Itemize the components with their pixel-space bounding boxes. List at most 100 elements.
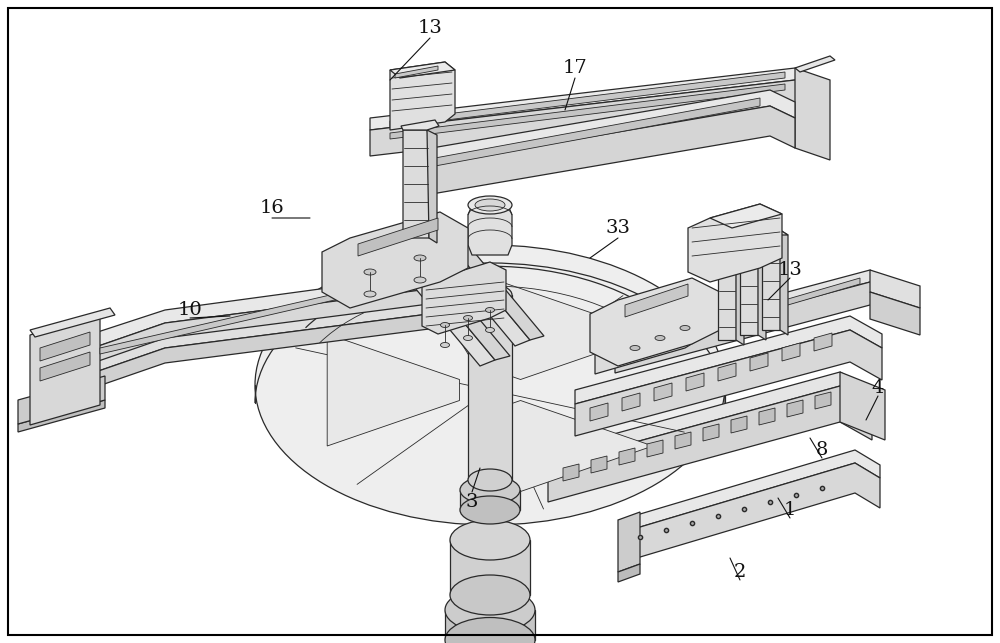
Polygon shape <box>795 68 830 160</box>
Polygon shape <box>718 240 736 340</box>
Polygon shape <box>563 464 579 481</box>
Polygon shape <box>710 204 782 228</box>
Polygon shape <box>420 90 795 166</box>
Polygon shape <box>762 230 780 330</box>
Polygon shape <box>762 230 788 235</box>
Polygon shape <box>575 330 882 436</box>
Polygon shape <box>625 284 688 317</box>
Polygon shape <box>718 363 736 381</box>
Polygon shape <box>736 240 744 345</box>
Text: 4: 4 <box>872 379 884 397</box>
Polygon shape <box>40 352 90 381</box>
Ellipse shape <box>475 199 505 211</box>
Ellipse shape <box>440 343 450 347</box>
Ellipse shape <box>468 196 512 214</box>
Polygon shape <box>619 448 635 465</box>
Polygon shape <box>703 424 719 441</box>
Ellipse shape <box>440 323 450 327</box>
Polygon shape <box>30 308 115 337</box>
Polygon shape <box>490 278 653 379</box>
Polygon shape <box>840 372 885 440</box>
Polygon shape <box>422 262 506 334</box>
Polygon shape <box>370 68 820 130</box>
Polygon shape <box>615 282 900 373</box>
Polygon shape <box>30 315 100 425</box>
Ellipse shape <box>255 245 725 525</box>
Ellipse shape <box>486 307 494 312</box>
Ellipse shape <box>464 316 473 320</box>
Ellipse shape <box>486 327 494 332</box>
Polygon shape <box>395 66 438 78</box>
Polygon shape <box>780 230 788 335</box>
Polygon shape <box>390 62 455 78</box>
Polygon shape <box>322 212 468 308</box>
Polygon shape <box>58 285 460 375</box>
Ellipse shape <box>605 356 615 361</box>
Polygon shape <box>615 270 900 350</box>
Polygon shape <box>390 62 455 130</box>
Ellipse shape <box>645 343 655 349</box>
Text: 17: 17 <box>563 59 587 77</box>
Polygon shape <box>18 376 105 424</box>
Ellipse shape <box>630 345 640 350</box>
Polygon shape <box>686 373 704 391</box>
Polygon shape <box>618 564 640 582</box>
Polygon shape <box>782 343 800 361</box>
Polygon shape <box>403 130 429 238</box>
Polygon shape <box>100 272 430 354</box>
Polygon shape <box>590 403 608 421</box>
Polygon shape <box>575 316 882 404</box>
Polygon shape <box>435 98 760 166</box>
Polygon shape <box>18 400 105 432</box>
Polygon shape <box>405 248 510 360</box>
Ellipse shape <box>414 277 426 283</box>
Ellipse shape <box>464 336 473 341</box>
Polygon shape <box>468 205 512 255</box>
Text: 13: 13 <box>418 19 442 37</box>
Polygon shape <box>675 432 691 449</box>
Ellipse shape <box>468 284 512 306</box>
Polygon shape <box>58 295 460 385</box>
Polygon shape <box>815 392 831 409</box>
Polygon shape <box>795 56 835 72</box>
Polygon shape <box>622 393 640 411</box>
Polygon shape <box>490 401 653 502</box>
Polygon shape <box>445 610 535 640</box>
Polygon shape <box>750 353 768 371</box>
Polygon shape <box>870 270 920 308</box>
Polygon shape <box>718 240 744 245</box>
Ellipse shape <box>680 325 690 331</box>
Ellipse shape <box>450 520 530 560</box>
Polygon shape <box>425 232 530 346</box>
Polygon shape <box>590 278 720 366</box>
Polygon shape <box>427 130 437 243</box>
Text: 16: 16 <box>260 199 284 217</box>
Ellipse shape <box>364 269 376 275</box>
Polygon shape <box>58 310 460 400</box>
Polygon shape <box>440 228 544 340</box>
Text: 8: 8 <box>816 441 828 459</box>
Polygon shape <box>358 218 438 256</box>
Polygon shape <box>759 408 775 425</box>
Polygon shape <box>654 383 672 401</box>
Polygon shape <box>740 235 766 240</box>
Ellipse shape <box>445 588 535 633</box>
Polygon shape <box>390 72 785 127</box>
Polygon shape <box>688 204 782 282</box>
Ellipse shape <box>445 617 535 643</box>
Text: 10: 10 <box>178 301 202 319</box>
Polygon shape <box>870 292 920 335</box>
Ellipse shape <box>414 255 426 261</box>
Ellipse shape <box>460 496 520 524</box>
Polygon shape <box>740 235 758 335</box>
Polygon shape <box>468 295 512 480</box>
Text: 3: 3 <box>466 493 478 511</box>
Polygon shape <box>591 456 607 473</box>
Ellipse shape <box>670 338 680 343</box>
Polygon shape <box>647 440 663 457</box>
Polygon shape <box>595 312 698 374</box>
Polygon shape <box>787 400 803 417</box>
Polygon shape <box>618 512 640 572</box>
Polygon shape <box>620 463 880 563</box>
Ellipse shape <box>460 476 520 504</box>
